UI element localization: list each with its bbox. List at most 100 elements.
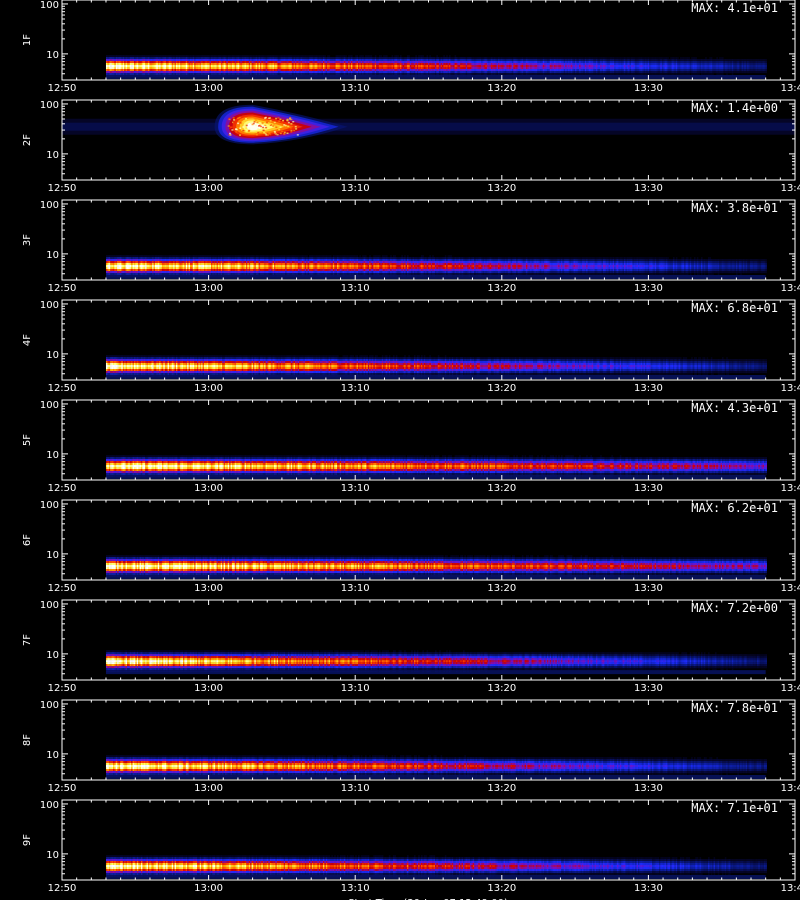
- x-tick-label: 13:40: [781, 883, 800, 894]
- y-tick-label: 10: [46, 650, 59, 661]
- x-tick-label: 13:40: [781, 83, 800, 94]
- y-tick-label: 100: [40, 300, 59, 311]
- x-tick-label: 13:10: [341, 383, 370, 394]
- spectrogram-image: [105, 455, 767, 479]
- y-tick-label: 100: [40, 200, 59, 211]
- max-value-label: MAX: 1.4e+00: [691, 101, 778, 115]
- x-tick-label: 13:30: [634, 783, 663, 794]
- x-tick-label: 13:30: [634, 683, 663, 694]
- spectrogram-image: [105, 355, 767, 379]
- y-tick-label: 100: [40, 0, 59, 11]
- panel-9F: 12:50 13:00 13:10 13:20 13:30 13:40 10 100 9F MAX…: [22, 799, 800, 894]
- y-tick-label: 100: [40, 500, 59, 511]
- x-tick-label: 13:20: [487, 683, 516, 694]
- spectrogram-image: [105, 650, 767, 675]
- x-tick-label: 13:00: [194, 583, 223, 594]
- x-tick-label: 13:10: [341, 283, 370, 294]
- x-tick-label: 13:10: [341, 883, 370, 894]
- y-tick-label: 10: [46, 850, 59, 861]
- x-tick-label: 13:40: [781, 583, 800, 594]
- panel-3F: 12:50 13:00 13:10 13:20 13:30 13:40 10 100 3F MAX…: [22, 199, 800, 294]
- x-tick-label: 12:50: [48, 683, 77, 694]
- x-tick-label: 13:40: [781, 283, 800, 294]
- x-tick-label: 13:20: [487, 383, 516, 394]
- y-tick-label: 100: [40, 800, 59, 811]
- max-value-label: MAX: 7.8e+01: [691, 701, 778, 715]
- y-axis-label: 1F: [22, 34, 33, 46]
- x-tick-label: 13:30: [634, 583, 663, 594]
- y-tick-label: 10: [46, 350, 59, 361]
- x-tick-label: 12:50: [48, 583, 77, 594]
- x-tick-label: 13:40: [781, 383, 800, 394]
- x-axis-caption: Start Time (30-Jan-07 12:49:00): [348, 898, 508, 900]
- x-tick-label: 13:10: [341, 483, 370, 494]
- spectrogram-image: [62, 104, 795, 145]
- y-axis-label: 7F: [22, 634, 33, 646]
- spectrogram-image: [105, 755, 767, 779]
- x-tick-label: 13:40: [781, 483, 800, 494]
- x-tick-label: 13:30: [634, 883, 663, 894]
- max-value-label: MAX: 4.3e+01: [691, 401, 778, 415]
- max-value-label: MAX: 7.1e+01: [691, 801, 778, 815]
- x-tick-label: 13:10: [341, 683, 370, 694]
- max-value-label: MAX: 7.2e+00: [691, 601, 778, 615]
- y-tick-label: 100: [40, 600, 59, 611]
- x-tick-label: 13:00: [194, 483, 223, 494]
- y-axis-label: 5F: [22, 434, 33, 446]
- panel-6F: 12:50 13:00 13:10 13:20 13:30 13:40 10 100 6F MAX…: [22, 499, 800, 594]
- spectrogram-image: [105, 855, 767, 879]
- panel-5F: 12:50 13:00 13:10 13:20 13:30 13:40 10 100 5F MAX…: [22, 399, 800, 494]
- x-tick-label: 13:30: [634, 183, 663, 194]
- panel-8F: 12:50 13:00 13:10 13:20 13:30 13:40 10 100 8F MAX…: [22, 699, 800, 794]
- x-tick-label: 13:00: [194, 383, 223, 394]
- y-tick-label: 10: [46, 50, 59, 61]
- panel-2F: 12:50 13:00 13:10 13:20 13:30 13:40 10 100 2F MAX…: [22, 99, 800, 194]
- x-tick-label: 13:20: [487, 283, 516, 294]
- x-tick-label: 12:50: [48, 83, 77, 94]
- max-value-label: MAX: 6.2e+01: [691, 501, 778, 515]
- panel-7F: 12:50 13:00 13:10 13:20 13:30 13:40 10 100 7F MAX…: [22, 599, 800, 694]
- spectrogram-image: [105, 55, 767, 79]
- plot-frame: [61, 99, 796, 181]
- x-tick-label: 13:20: [487, 783, 516, 794]
- x-tick-label: 13:20: [487, 483, 516, 494]
- x-tick-label: 13:10: [341, 583, 370, 594]
- x-tick-label: 13:40: [781, 183, 800, 194]
- y-tick-label: 100: [40, 700, 59, 711]
- y-tick-label: 10: [46, 450, 59, 461]
- y-tick-label: 100: [40, 100, 59, 111]
- x-tick-label: 12:50: [48, 183, 77, 194]
- x-tick-label: 13:10: [341, 83, 370, 94]
- y-tick-label: 100: [40, 400, 59, 411]
- x-tick-label: 13:30: [634, 383, 663, 394]
- y-axis-label: 4F: [22, 334, 33, 346]
- y-tick-label: 10: [46, 550, 59, 561]
- y-axis-label: 9F: [22, 834, 33, 846]
- x-tick-label: 12:50: [48, 883, 77, 894]
- x-tick-label: 13:00: [194, 883, 223, 894]
- x-tick-label: 13:20: [487, 583, 516, 594]
- x-tick-label: 13:20: [487, 83, 516, 94]
- spectrogram-image: [105, 255, 767, 279]
- x-tick-label: 13:00: [194, 83, 223, 94]
- x-tick-label: 13:40: [781, 783, 800, 794]
- panel-4F: 12:50 13:00 13:10 13:20 13:30 13:40 10 100 4F MAX…: [22, 299, 800, 394]
- x-tick-label: 12:50: [48, 283, 77, 294]
- y-axis-label: 6F: [22, 534, 33, 546]
- max-value-label: MAX: 3.8e+01: [691, 201, 778, 215]
- y-tick-label: 10: [46, 250, 59, 261]
- x-tick-label: 13:10: [341, 183, 370, 194]
- x-tick-label: 12:50: [48, 483, 77, 494]
- max-value-label: MAX: 4.1e+01: [691, 1, 778, 15]
- x-tick-label: 13:20: [487, 183, 516, 194]
- panel-1F: 12:50 13:00 13:10 13:20 13:30 13:40 10 100 1F MAX…: [22, 0, 800, 94]
- y-axis-label: 2F: [22, 134, 33, 146]
- spectrogram-image: [105, 555, 767, 579]
- x-tick-label: 13:20: [487, 883, 516, 894]
- y-tick-label: 10: [46, 150, 59, 161]
- x-tick-label: 13:10: [341, 783, 370, 794]
- x-tick-label: 12:50: [48, 383, 77, 394]
- x-tick-label: 12:50: [48, 783, 77, 794]
- y-tick-label: 10: [46, 750, 59, 761]
